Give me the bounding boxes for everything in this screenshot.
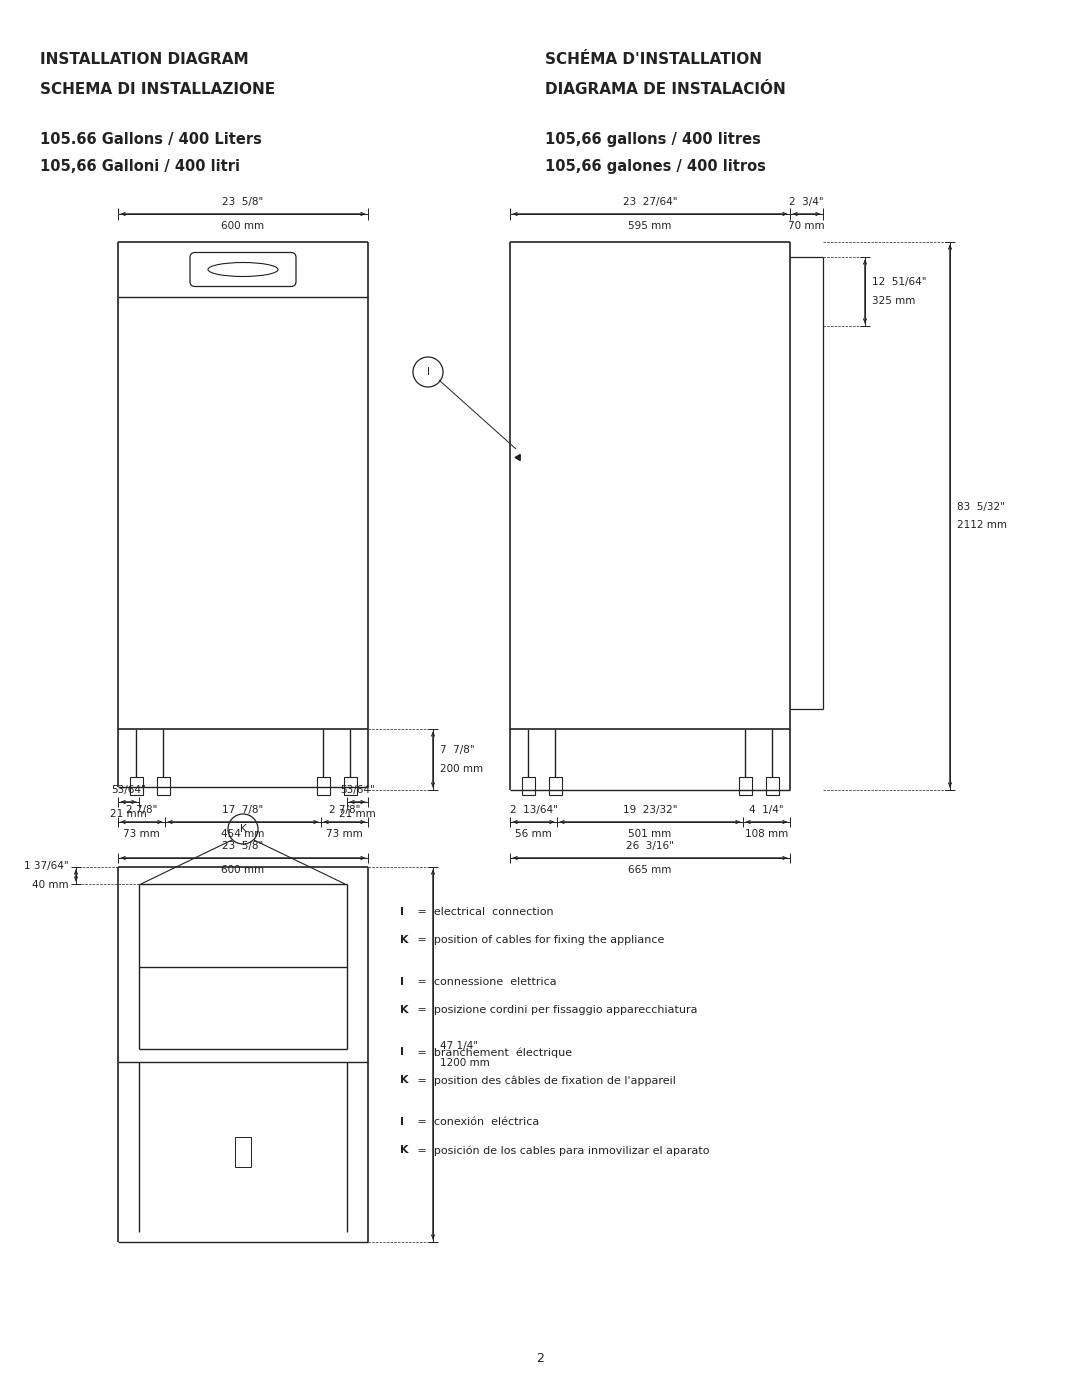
Text: 73 mm: 73 mm (123, 828, 160, 840)
Text: 7  7/8": 7 7/8" (440, 746, 474, 756)
Text: 600 mm: 600 mm (221, 865, 265, 875)
Text: 2  13/64": 2 13/64" (510, 805, 557, 814)
Text: 53/64": 53/64" (111, 785, 146, 795)
Bar (522, 777, 535, 795)
Text: INSTALLATION DIAGRAM: INSTALLATION DIAGRAM (40, 52, 248, 67)
Text: 1200 mm: 1200 mm (440, 1059, 489, 1069)
Text: 105,66 galones / 400 litros: 105,66 galones / 400 litros (545, 159, 766, 175)
Text: 2: 2 (536, 1352, 544, 1365)
Text: K: K (400, 1076, 408, 1085)
Text: 23  5/8": 23 5/8" (222, 197, 264, 207)
Text: =  conexión  eléctrica: = conexión eléctrica (414, 1118, 539, 1127)
Text: =  posición de los cables para inmovilizar el aparato: = posición de los cables para inmoviliza… (414, 1146, 710, 1155)
Text: 595 mm: 595 mm (629, 221, 672, 231)
Text: I: I (400, 977, 404, 988)
Text: I: I (400, 1046, 404, 1058)
FancyBboxPatch shape (190, 253, 296, 286)
Text: =  posizione cordini per fissaggio apparecchiatura: = posizione cordini per fissaggio appare… (414, 1004, 698, 1016)
Bar (766, 777, 779, 795)
Text: 47 1/4": 47 1/4" (440, 1041, 478, 1051)
Text: SCHÉMA D'INSTALLATION: SCHÉMA D'INSTALLATION (545, 52, 762, 67)
Bar (235, 1137, 251, 1166)
Text: 17  7/8": 17 7/8" (222, 805, 264, 814)
Text: I: I (427, 367, 430, 377)
Text: 70 mm: 70 mm (788, 221, 825, 231)
Text: =  position des câbles de fixation de l'appareil: = position des câbles de fixation de l'a… (414, 1076, 676, 1085)
Text: =  connessione  elettrica: = connessione elettrica (414, 977, 556, 988)
Text: 325 mm: 325 mm (872, 296, 916, 306)
Bar (130, 777, 143, 795)
Bar (318, 777, 330, 795)
Text: 454 mm: 454 mm (221, 828, 265, 840)
Text: 21 mm: 21 mm (339, 809, 376, 819)
Text: 23  27/64": 23 27/64" (623, 197, 677, 207)
Text: K: K (400, 1146, 408, 1155)
Bar (345, 777, 357, 795)
Text: 105.66 Gallons / 400 Liters: 105.66 Gallons / 400 Liters (40, 131, 261, 147)
Bar (549, 777, 562, 795)
Text: 200 mm: 200 mm (440, 764, 483, 774)
Text: =  position of cables for fixing the appliance: = position of cables for fixing the appl… (414, 935, 664, 944)
Text: 2112 mm: 2112 mm (957, 520, 1007, 529)
Bar (739, 777, 752, 795)
Text: SCHEMA DI INSTALLAZIONE: SCHEMA DI INSTALLAZIONE (40, 82, 275, 96)
Text: 105,66 Galloni / 400 litri: 105,66 Galloni / 400 litri (40, 159, 240, 175)
Text: K: K (240, 824, 246, 834)
Text: 83  5/32": 83 5/32" (957, 502, 1004, 511)
Text: 105,66 gallons / 400 litres: 105,66 gallons / 400 litres (545, 131, 761, 147)
Text: =  electrical  connection: = electrical connection (414, 907, 554, 916)
Text: 2 7/8": 2 7/8" (328, 805, 361, 814)
Ellipse shape (208, 263, 278, 277)
Text: =  branchement  électrique: = branchement électrique (414, 1046, 572, 1058)
Text: K: K (400, 935, 408, 944)
Circle shape (228, 814, 258, 844)
Text: 23  5/8": 23 5/8" (222, 841, 264, 851)
Text: 501 mm: 501 mm (629, 828, 672, 840)
Text: 2  3/4": 2 3/4" (789, 197, 824, 207)
Text: 53/64": 53/64" (340, 785, 375, 795)
Circle shape (413, 358, 443, 387)
Text: 600 mm: 600 mm (221, 221, 265, 231)
Text: I: I (400, 907, 404, 916)
Text: DIAGRAMA DE INSTALACIÓN: DIAGRAMA DE INSTALACIÓN (545, 82, 786, 96)
Text: 12  51/64": 12 51/64" (872, 278, 927, 288)
Text: 1 37/64": 1 37/64" (25, 862, 69, 872)
Text: 73 mm: 73 mm (326, 828, 363, 840)
Text: 56 mm: 56 mm (515, 828, 552, 840)
Text: 108 mm: 108 mm (745, 828, 788, 840)
Text: 665 mm: 665 mm (629, 865, 672, 875)
Text: 40 mm: 40 mm (32, 880, 69, 890)
Text: 21 mm: 21 mm (110, 809, 147, 819)
Text: 4  1/4": 4 1/4" (750, 805, 784, 814)
Bar (157, 777, 170, 795)
Text: K: K (400, 1004, 408, 1016)
Text: 19  23/32": 19 23/32" (623, 805, 677, 814)
Text: I: I (400, 1118, 404, 1127)
Text: 26  3/16": 26 3/16" (626, 841, 674, 851)
Text: 2 7/8": 2 7/8" (125, 805, 158, 814)
